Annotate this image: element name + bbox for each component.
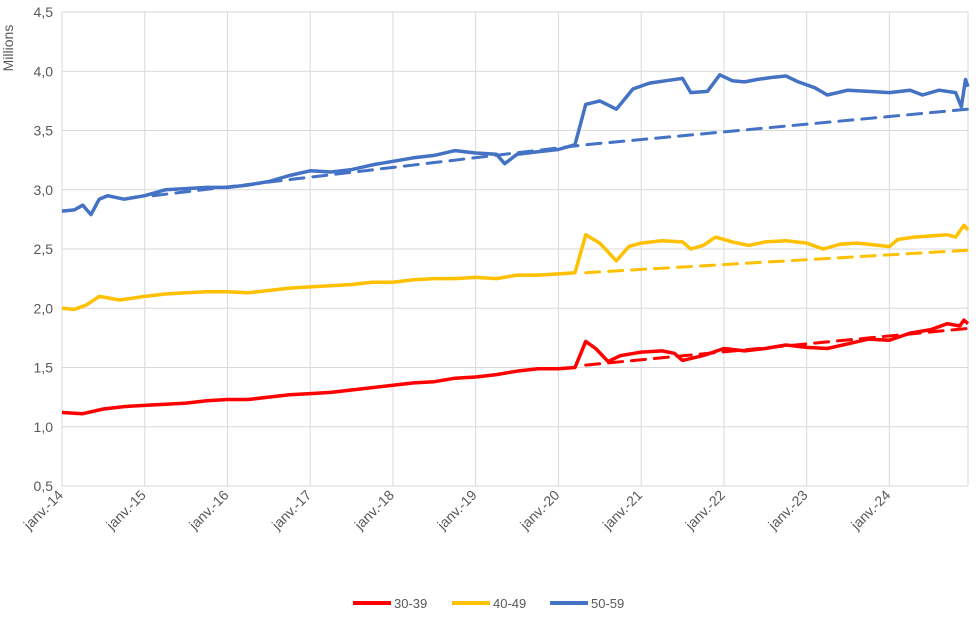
y-tick-label: 4,0 <box>34 63 54 79</box>
x-tick-label: janv.-24 <box>847 487 894 534</box>
legend: 30-39 40-49 50-59 <box>353 596 624 611</box>
x-tick-label: janv.-22 <box>682 487 729 534</box>
y-tick-label: 4,5 <box>34 4 54 20</box>
y-tick-label: 1,5 <box>34 360 54 376</box>
y-tick-label: 3,5 <box>34 123 54 139</box>
x-tick-label: janv.-23 <box>764 487 811 534</box>
x-tick-label: janv.-20 <box>516 487 563 534</box>
series-lines <box>61 73 970 416</box>
x-axis-ticks: janv.-14 janv.-15 janv.-16 janv.-17 janv.-18… <box>20 487 894 534</box>
y-tick-label: 3,0 <box>34 182 54 198</box>
series-line-50-59 <box>61 73 970 217</box>
y-tick-label: 0,5 <box>34 478 54 494</box>
x-tick-label: janv.-17 <box>268 487 315 534</box>
trend-line-40-49 <box>584 248 970 275</box>
trend-line-50-59 <box>151 107 970 198</box>
x-tick-label: janv.-21 <box>599 487 646 534</box>
y-axis-ticks: 0,5 1,0 1,5 2,0 2,5 3,0 3,5 4,0 4,5 <box>34 4 54 494</box>
legend-label-50-59: 50-59 <box>591 596 624 611</box>
x-tick-label: janv.-15 <box>102 487 149 534</box>
y-tick-label: 1,0 <box>34 419 54 435</box>
legend-label-30-39: 30-39 <box>394 596 427 611</box>
x-tick-label: janv.-18 <box>351 487 398 534</box>
y-tick-label: 2,0 <box>34 300 54 316</box>
legend-label-40-49: 40-49 <box>493 596 526 611</box>
x-tick-label: janv.-16 <box>185 487 232 534</box>
y-axis-label: Millions <box>0 25 16 72</box>
series-line-40-49 <box>61 223 970 312</box>
x-tick-label: janv.-19 <box>433 487 480 534</box>
grid-lines <box>61 11 969 487</box>
y-tick-label: 2,5 <box>34 241 54 257</box>
series-line-30-39 <box>61 318 970 416</box>
